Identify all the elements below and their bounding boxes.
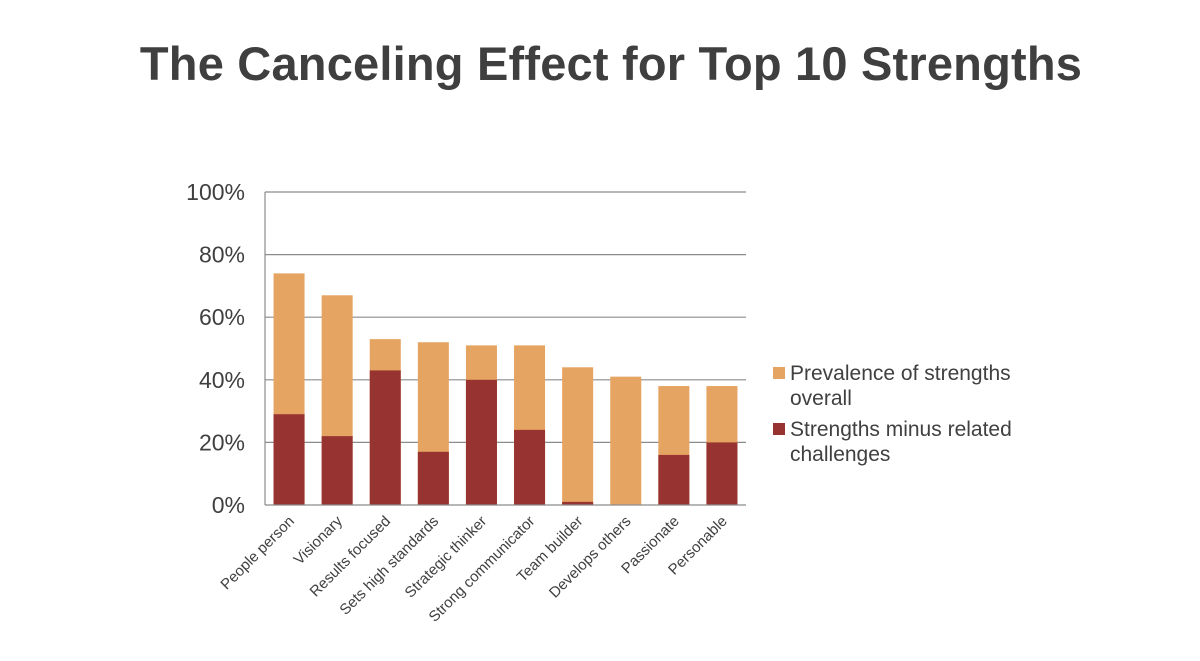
y-tick-label: 60% [199, 304, 245, 330]
bars [273, 273, 738, 505]
y-tick-labels: 0% 20% 40% 60% 80% 100% [186, 179, 245, 518]
bar-strengths-minus-challenges [562, 501, 594, 505]
legend-label: Strengths minus related [790, 418, 1012, 441]
axes [264, 192, 746, 506]
x-tick-label: People person [217, 513, 297, 593]
bar-strengths-minus-challenges [369, 370, 401, 505]
bar-strengths-minus-challenges [658, 454, 690, 505]
chart-title: The Canceling Effect for Top 10 Strength… [139, 37, 1083, 90]
legend-label: overall [790, 387, 852, 410]
x-tick-label: Strategic thinker [402, 513, 491, 602]
bar-strengths-minus-challenges [465, 379, 497, 505]
legend-swatch [773, 367, 785, 379]
y-tick-label: 40% [199, 367, 245, 393]
bar-strengths-minus-challenges [321, 436, 353, 505]
y-tick-label: 80% [199, 242, 245, 268]
legend-label: Prevalence of strengths [790, 362, 1011, 385]
bar-prevalence [562, 367, 594, 505]
bar-strengths-minus-challenges [706, 442, 738, 505]
legend-label: challenges [790, 443, 890, 466]
bar-strengths-minus-challenges [417, 451, 449, 505]
bar-strengths-minus-challenges [514, 429, 546, 505]
y-tick-label: 100% [186, 179, 245, 205]
y-tick-label: 20% [199, 429, 245, 455]
legend-swatch [773, 423, 785, 435]
bar-prevalence [610, 376, 642, 505]
y-tick-label: 0% [212, 492, 245, 518]
bar-strengths-minus-challenges [273, 414, 305, 505]
x-tick-label: Develops others [546, 513, 635, 602]
